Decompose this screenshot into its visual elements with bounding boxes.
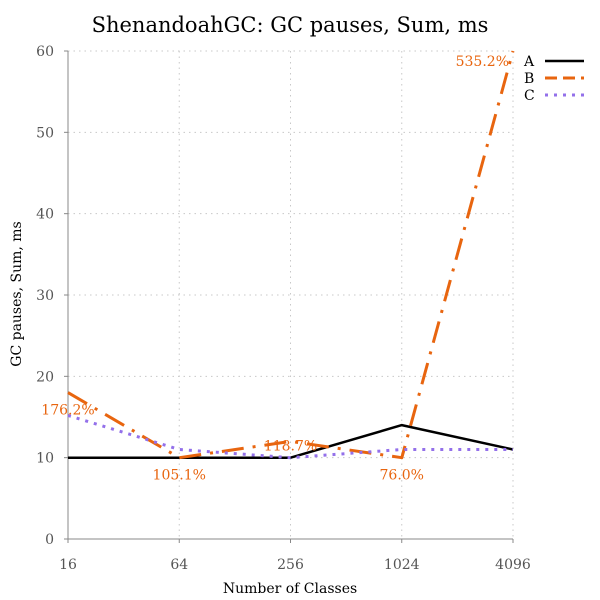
y-tick-label: 30 — [36, 288, 54, 304]
legend-label-c: C — [524, 88, 535, 104]
data-label: 76.0% — [380, 468, 424, 484]
data-label: 105.1% — [153, 468, 206, 484]
data-label: 118.7% — [264, 438, 317, 454]
data-label: 535.2% — [456, 54, 509, 70]
x-tick-label: 64 — [170, 557, 188, 573]
x-tick-label: 256 — [277, 557, 304, 573]
legend-label-a: A — [523, 54, 535, 70]
y-tick-label: 20 — [36, 369, 54, 385]
x-axis-label: Number of Classes — [223, 581, 357, 597]
series-layer — [67, 50, 515, 460]
y-tick-label: 60 — [36, 44, 54, 60]
y-tick-label: 10 — [36, 451, 54, 467]
ticks-layer: 0 10 20 30 40 50 60 16 64 256 1024 4096 — [36, 44, 531, 573]
legend-label-b: B — [524, 71, 534, 87]
x-tick-label: 16 — [59, 557, 77, 573]
y-tick-label: 40 — [36, 207, 54, 223]
y-axis-label: GC pauses, Sum, ms — [9, 221, 25, 366]
chart-title: ShenandoahGC: GC pauses, Sum, ms — [92, 13, 489, 37]
annotations-layer: 176.2% 105.1% 118.7% 76.0% 535.2% — [41, 54, 509, 484]
y-tick-label: 50 — [36, 125, 54, 141]
x-tick-label: 4096 — [495, 557, 531, 573]
series-line-c — [67, 413, 513, 460]
series-line-b — [67, 50, 515, 460]
y-tick-label: 0 — [45, 532, 54, 548]
data-label: 176.2% — [41, 403, 94, 419]
legend: ABC — [523, 54, 584, 104]
x-tick-label: 1024 — [384, 557, 420, 573]
